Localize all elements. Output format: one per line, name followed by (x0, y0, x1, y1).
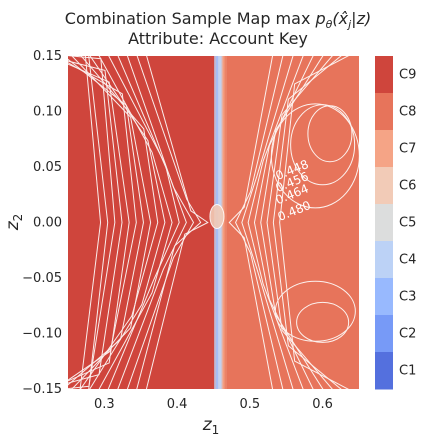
y-tick-label: 0.15 (33, 49, 62, 64)
y-tick-label: 0.10 (33, 105, 62, 120)
contour-line (145, 56, 209, 389)
contour-lines (68, 56, 359, 389)
y-tick-label: 0.05 (33, 160, 62, 175)
x-axis-label: z1 (202, 415, 220, 437)
contour-line (79, 56, 159, 389)
contour-loop (274, 280, 356, 342)
contour-line (68, 62, 137, 381)
contour-line (234, 56, 284, 389)
colorbar-swatch (375, 93, 393, 131)
contour-line (266, 56, 333, 389)
colorbar-label: C8 (399, 105, 416, 120)
colorbar-label: C9 (399, 68, 416, 83)
chart-subtitle: Attribute: Account Key (128, 29, 308, 48)
contour-line (98, 56, 173, 389)
y-tick-label: −0.10 (22, 327, 62, 342)
colorbar-label: C6 (399, 179, 416, 194)
y-tick-label: 0.00 (33, 216, 62, 231)
contour-line (136, 56, 202, 389)
x-tick-label: 0.6 (312, 397, 333, 412)
contour-line (68, 63, 130, 382)
x-tick-label: 0.5 (240, 397, 261, 412)
contour-line (68, 56, 116, 389)
colorbar: C9 C8 C7 C6 C5 C4 C3 C2 C1 (375, 56, 416, 390)
x-axis: 0.3 0.4 0.5 0.6 (94, 397, 333, 412)
y-axis: 0.15 0.10 0.05 0.00 −0.05 −0.10 −0.15 (22, 49, 62, 397)
boundary-node (209, 204, 225, 229)
colorbar-swatch (375, 315, 393, 353)
colorbar-swatch (375, 56, 393, 94)
x-tick-label: 0.3 (94, 397, 115, 412)
colorbar-swatch (375, 278, 393, 316)
contour-line (88, 56, 109, 389)
contour-line (68, 60, 123, 384)
y-axis-label: z2 (3, 214, 25, 232)
contour-line (126, 56, 195, 389)
colorbar-label: C2 (399, 327, 416, 342)
contour-line (79, 56, 102, 389)
colorbar-swatch (375, 352, 393, 390)
contour-line (71, 56, 152, 389)
region-c8 (226, 56, 359, 389)
colorbar-swatch (375, 167, 393, 205)
contour-line (117, 56, 187, 389)
contour-line (228, 56, 274, 389)
contour-loop (270, 103, 359, 209)
chart-title: Combination Sample Map max pθ(x̂j|z) (65, 9, 371, 31)
colorbar-label: C3 (399, 290, 416, 305)
contour-line (272, 56, 342, 389)
colorbar-swatch (375, 241, 393, 279)
colorbar-swatch (375, 204, 393, 242)
contour-line (279, 56, 349, 389)
colorbar-label: C4 (399, 253, 416, 268)
colorbar-swatch (375, 130, 393, 168)
x-tick-label: 0.4 (167, 397, 188, 412)
colorbar-label: C5 (399, 216, 416, 231)
y-tick-label: −0.15 (22, 382, 62, 397)
contour-line (241, 56, 294, 389)
colorbar-label: C7 (399, 142, 416, 157)
colorbar-label: C1 (399, 364, 416, 379)
contour-loop (296, 301, 350, 343)
y-tick-label: −0.05 (22, 271, 62, 286)
